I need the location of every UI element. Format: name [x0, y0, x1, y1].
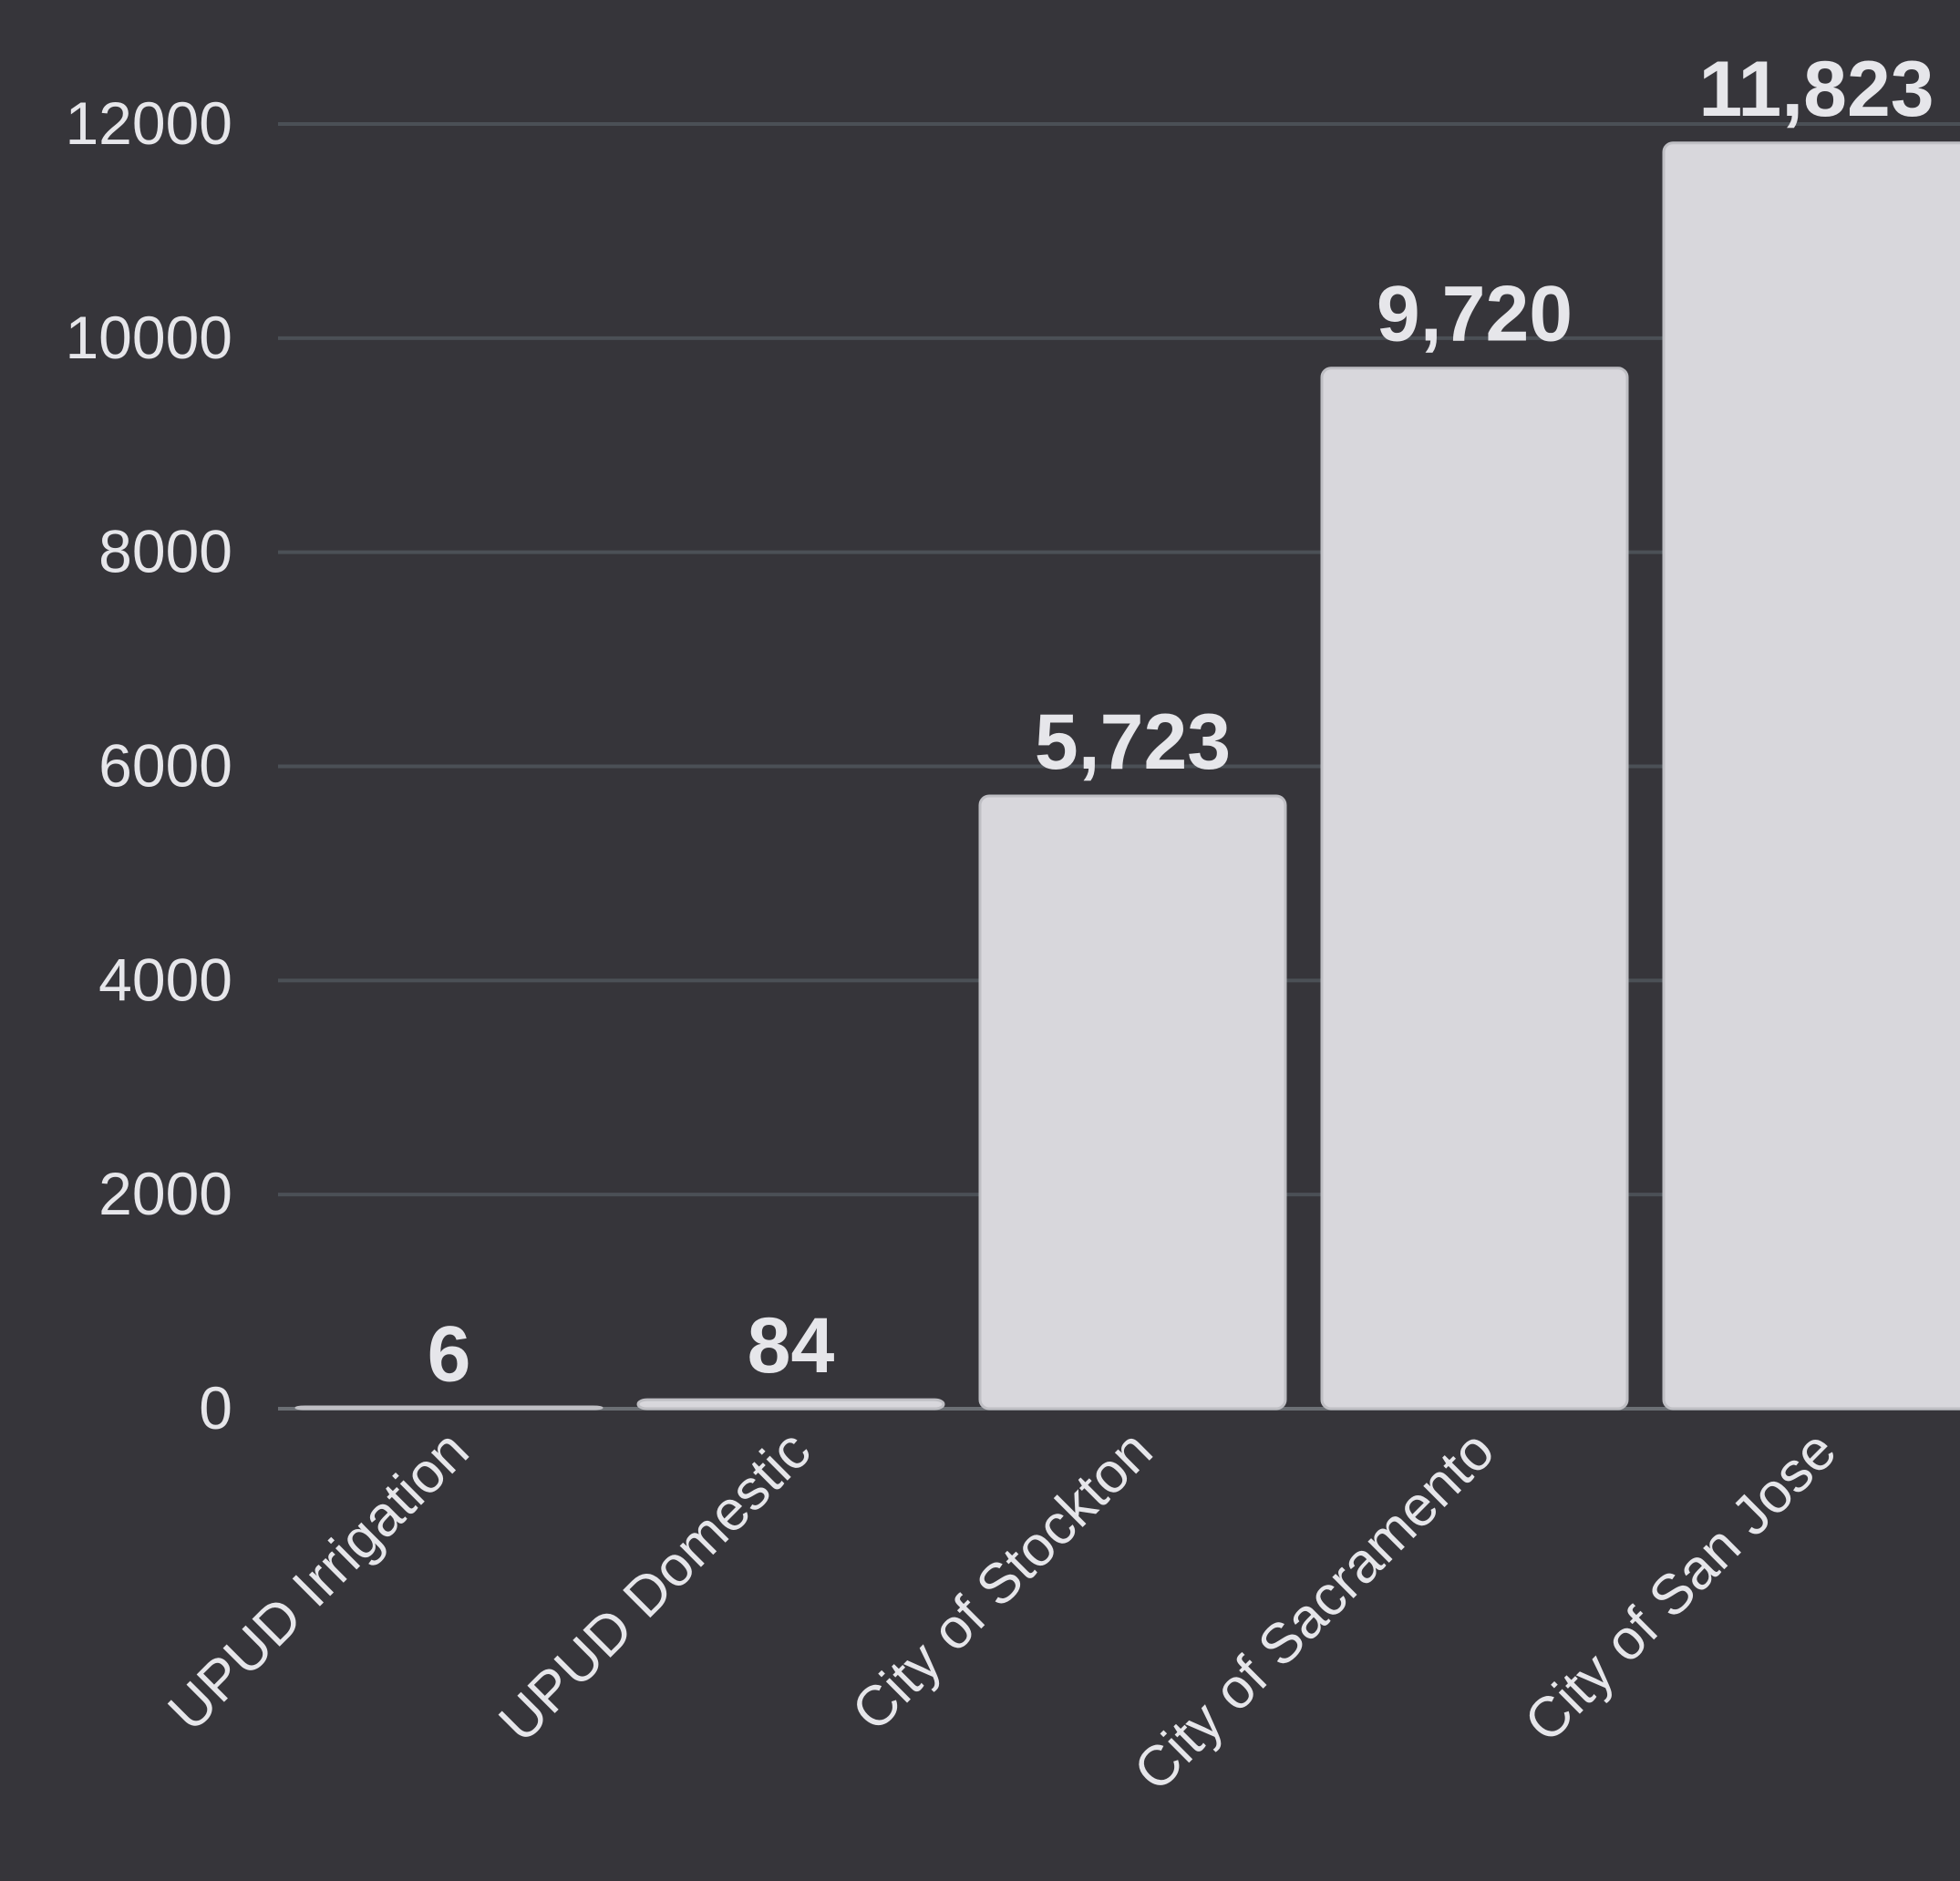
y-tick-label: 4000	[98, 946, 232, 1013]
data-label: 6	[428, 1310, 471, 1398]
y-tick-label: 12000	[65, 89, 232, 157]
data-labels: 6 84 5,723 9,720 11,823	[428, 46, 1934, 1399]
y-tick-label: 10000	[65, 304, 232, 371]
bar-3	[1320, 367, 1629, 1411]
bar-2	[978, 794, 1287, 1411]
y-tick-label: 2000	[98, 1160, 232, 1227]
bar-4	[1662, 141, 1960, 1411]
x-tick-label: UPUD Irrigation	[157, 1419, 481, 1743]
x-axis-ticks: UPUD Irrigation UPUD Domestic City of Stoc…	[157, 1419, 1849, 1803]
y-tick-label: 6000	[98, 732, 232, 800]
bar-0	[294, 1405, 603, 1411]
data-label: 5,723	[1035, 698, 1231, 786]
x-tick-label: UPUD Domestic	[487, 1419, 822, 1754]
x-tick-label: City of San Jose	[1512, 1419, 1848, 1754]
bars	[294, 141, 1960, 1411]
y-tick-label: 0	[199, 1374, 232, 1442]
x-tick-label: City of Sacramento	[1122, 1419, 1507, 1803]
data-label: 84	[748, 1302, 835, 1390]
y-tick-label: 8000	[98, 518, 232, 585]
data-label: 9,720	[1377, 271, 1573, 358]
data-label: 11,823	[1698, 46, 1934, 133]
bar-1	[636, 1398, 945, 1411]
x-tick-label: City of Stockton	[841, 1419, 1165, 1743]
y-axis-ticks: 0 2000 4000 6000 8000 10000 12000	[65, 89, 232, 1442]
